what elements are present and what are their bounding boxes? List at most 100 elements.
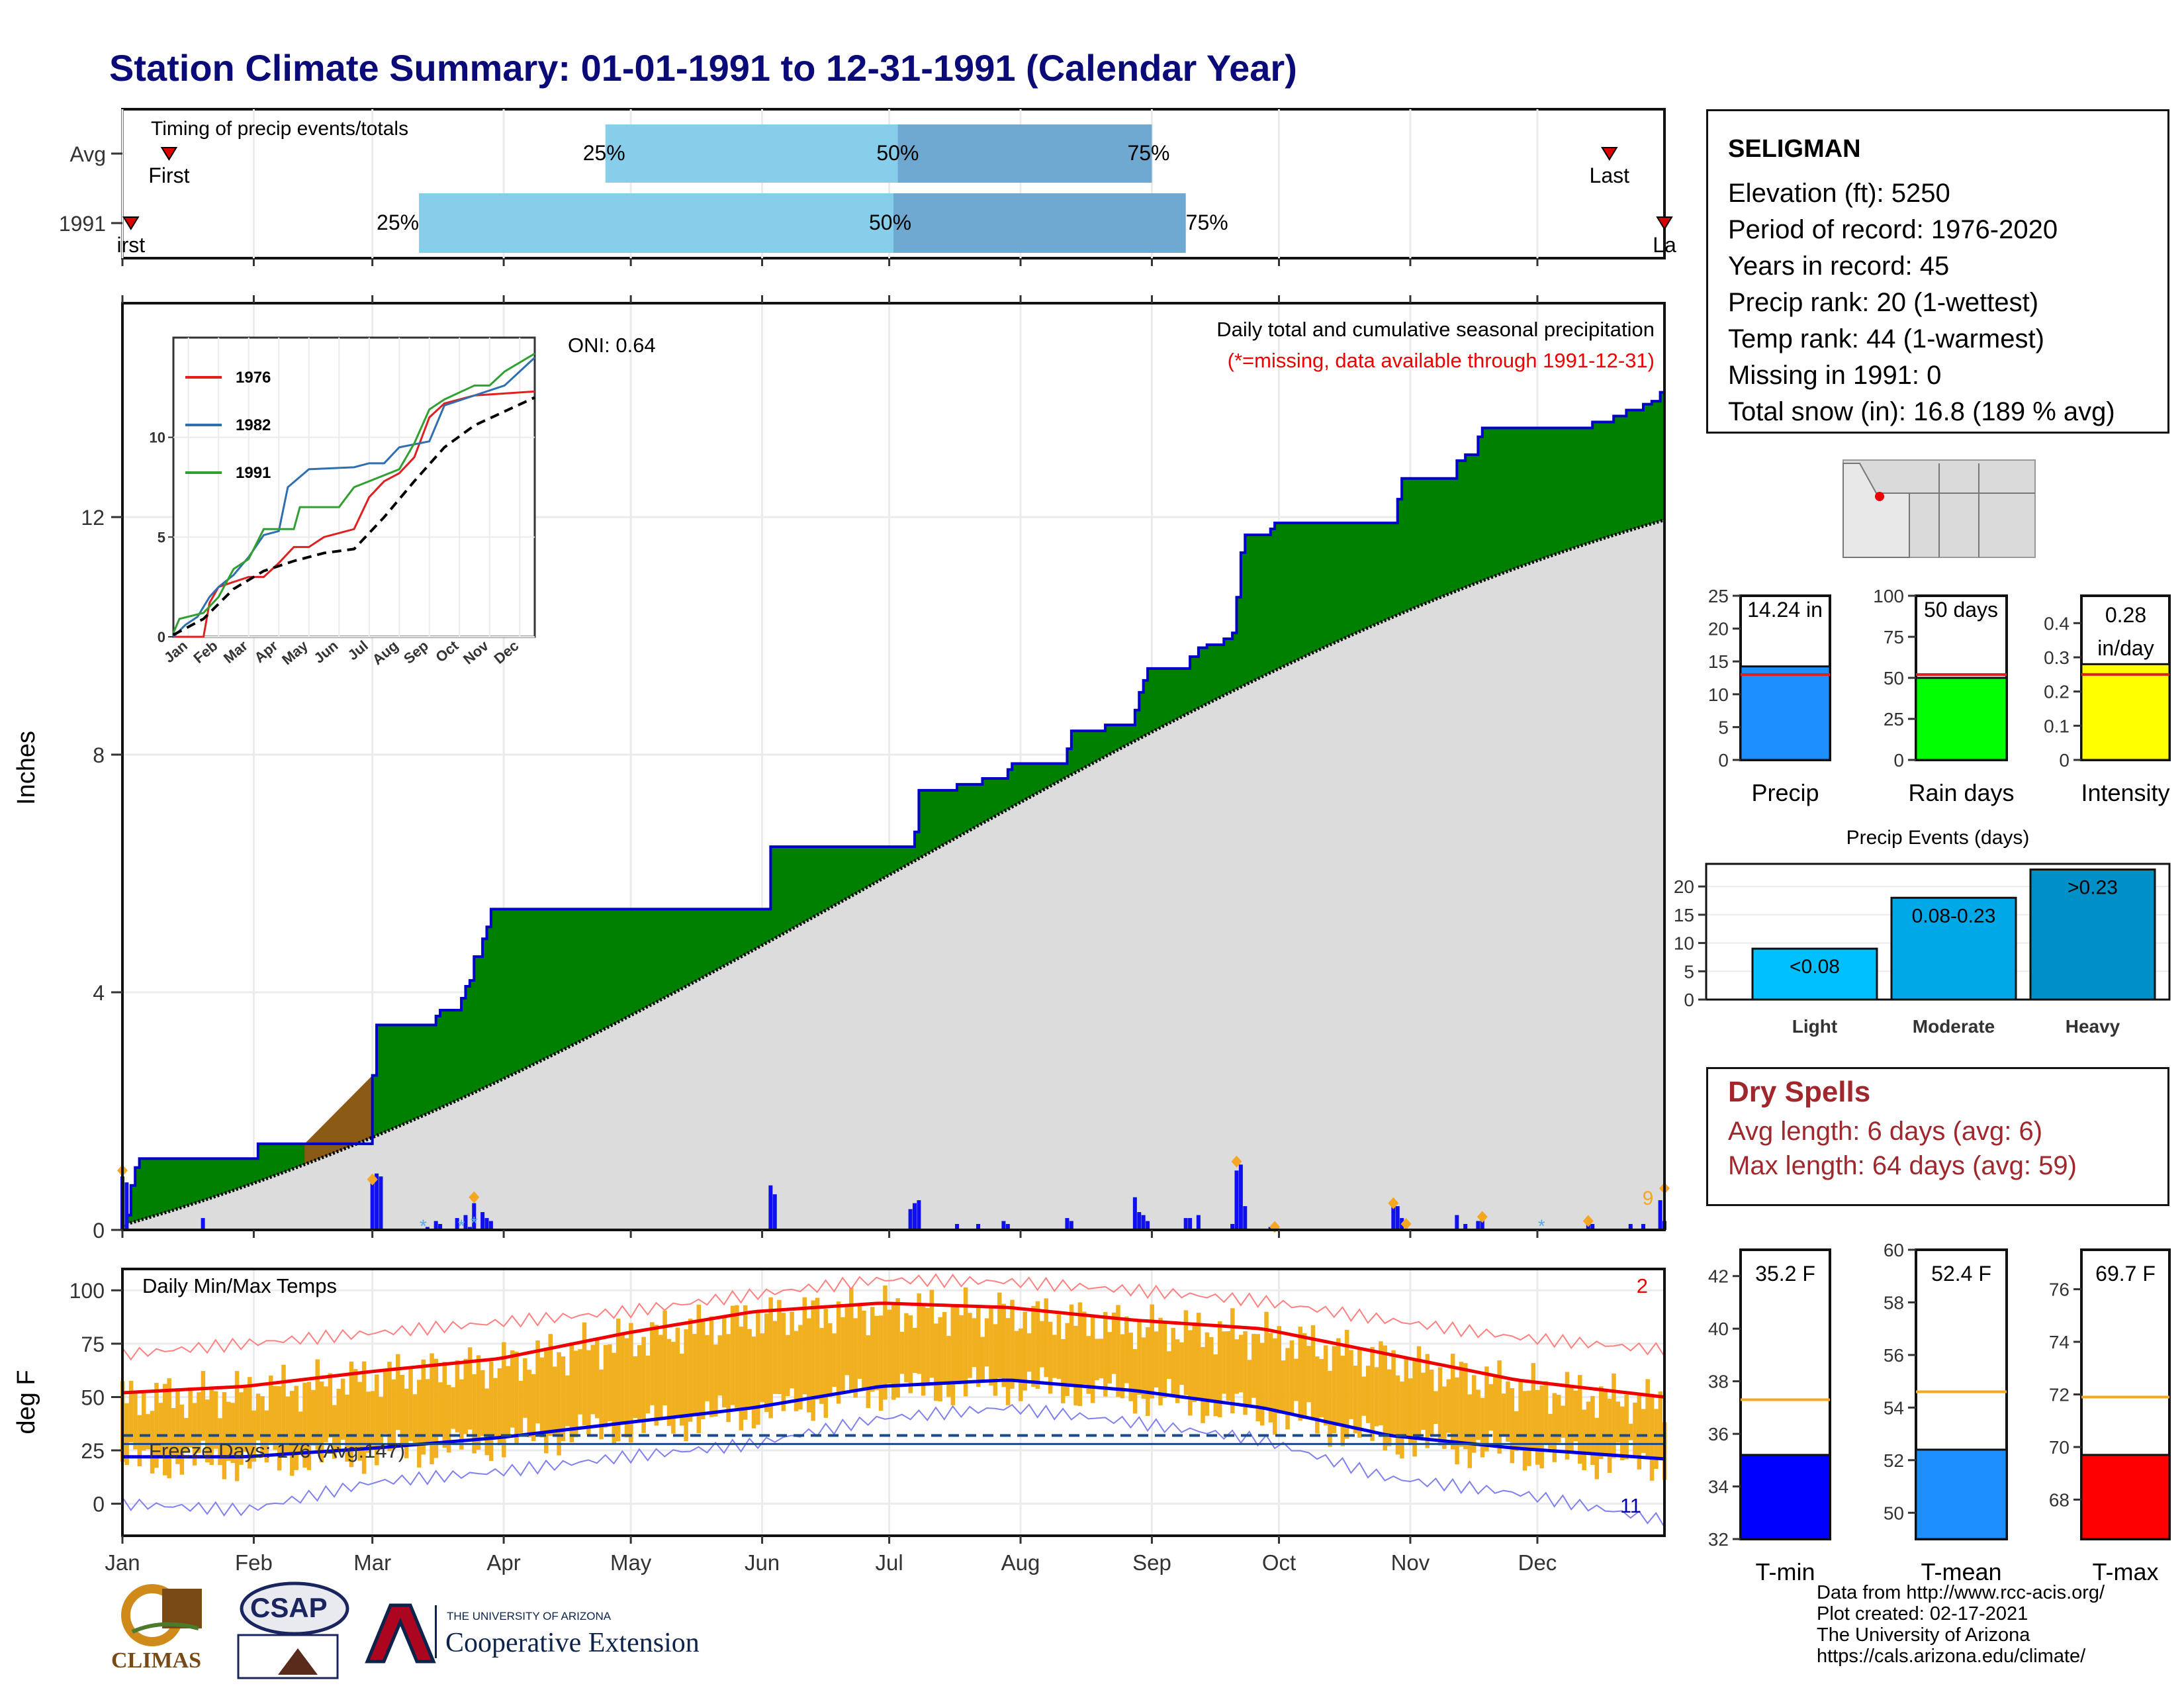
daily-temp-bar [904, 1313, 909, 1383]
temp-summary-0-tick: 34 [1708, 1477, 1729, 1497]
daily-precip-bar [1641, 1224, 1645, 1230]
daily-temp-bar [692, 1334, 697, 1417]
daily-temp-bar [1302, 1333, 1307, 1419]
daily-temp-bar [1162, 1322, 1167, 1398]
snow-marker: * [458, 1216, 465, 1237]
daily-temp-bar [1598, 1386, 1604, 1460]
freeze-marker [1477, 1211, 1488, 1223]
daily-temp-bar [506, 1366, 510, 1436]
first-marker [160, 147, 178, 161]
daily-temp-bar [201, 1371, 206, 1441]
daily-precip-bar [467, 1227, 472, 1230]
temp-count-hot: 2 [1637, 1274, 1648, 1297]
daily-temp-bar [1370, 1346, 1375, 1441]
daily-temp-bar [1467, 1394, 1473, 1468]
timing-pct-label: 25% [583, 141, 625, 165]
daily-temp-bar [1065, 1323, 1069, 1396]
station-info-panel: SELIGMAN Elevation (ft): 5250 Period of … [1706, 109, 2169, 434]
daily-temp-bar [1492, 1374, 1498, 1445]
daily-temp-bar [493, 1378, 498, 1440]
station-location-marker [1875, 492, 1884, 501]
daily-temp-bar [1590, 1395, 1595, 1465]
daily-temp-bar [1471, 1375, 1477, 1453]
daily-temp-bar [391, 1379, 396, 1450]
snow-marker: * [471, 1213, 478, 1233]
daily-temp-bar [328, 1373, 333, 1438]
rain-days-bar [1915, 677, 2008, 761]
daily-temp-bar [938, 1317, 942, 1402]
daily-temp-bar [459, 1379, 464, 1450]
freeze-marker [1388, 1197, 1399, 1209]
precip-count-label: 9 [1643, 1188, 1654, 1209]
x-tick-label: May [610, 1550, 652, 1575]
daily-temp-bar [1141, 1337, 1146, 1399]
daily-temp-bar [1476, 1389, 1480, 1440]
daily-temp-bar [1146, 1327, 1150, 1417]
daily-temp-bar [408, 1368, 413, 1441]
timing-bar-50-75 [897, 124, 1152, 183]
daily-temp-bar [213, 1391, 218, 1449]
daily-precip-bar [1230, 1224, 1235, 1230]
daily-temp-bar [1298, 1327, 1303, 1421]
daily-temp-bar [412, 1394, 418, 1446]
daily-temp-bar [1183, 1310, 1189, 1395]
daily-temp-bar [866, 1335, 871, 1409]
daily-precip-bar [480, 1212, 485, 1230]
daily-temp-bar [1095, 1338, 1099, 1380]
x-tick-label: Dec [1518, 1550, 1557, 1575]
temp-summary-2-tick: 68 [2049, 1489, 2070, 1510]
daily-temp-bar [806, 1318, 811, 1413]
daily-precip-bar [455, 1218, 459, 1230]
daily-temp-bar [934, 1323, 938, 1401]
daily-temp-bar [1488, 1383, 1494, 1431]
daily-temp-bar [1328, 1370, 1332, 1447]
y-tick-label: 50 [81, 1385, 105, 1409]
y-tick-label: 100 [69, 1279, 105, 1303]
daily-temp-bar [1374, 1367, 1379, 1427]
daily-temp-bar [1637, 1393, 1642, 1470]
daily-temp-bar [124, 1403, 129, 1466]
events-tick: 5 [1684, 961, 1694, 982]
events-frame [1705, 863, 2171, 1001]
daily-temp-bar [989, 1308, 993, 1385]
temp-summary-2-bar [2080, 1454, 2171, 1540]
daily-temp-bar [1026, 1333, 1032, 1372]
normal-max-line [122, 1301, 1665, 1399]
precip-total-tick: 25 [1708, 586, 1729, 606]
temp-summary-1-label: T-mean [1921, 1558, 2001, 1585]
daily-temp-bar [891, 1304, 896, 1400]
temp-summary-text: 35.2 F [1755, 1262, 1815, 1286]
x-tick-label: Oct [1262, 1550, 1296, 1575]
daily-temp-bar [539, 1357, 545, 1438]
first-marker [122, 216, 140, 230]
daily-temp-bar [1179, 1342, 1184, 1385]
events-tick: 10 [1674, 933, 1694, 954]
daily-temp-bar [488, 1361, 494, 1461]
locator-map [1843, 459, 2036, 558]
daily-temp-bar [942, 1312, 947, 1383]
daily-temp-bar [790, 1311, 794, 1389]
daily-temp-bar [717, 1335, 723, 1396]
daily-temp-bar [158, 1403, 163, 1456]
inset-y-tick: 0 [158, 629, 165, 645]
first-label: irst [116, 233, 145, 257]
daily-temp-bar [1234, 1339, 1239, 1394]
daily-temp-bar [349, 1361, 354, 1468]
daily-precip-bar [955, 1224, 960, 1230]
daily-precip-bar [1658, 1200, 1662, 1230]
daily-temp-bar [273, 1385, 277, 1450]
daily-temp-bar [772, 1321, 778, 1394]
timing-row-label: 1991 [59, 212, 106, 236]
cumulative-1991-line [122, 384, 1666, 1231]
intensity-label: Intensity [2081, 779, 2169, 806]
daily-precip-bar [768, 1185, 773, 1230]
daily-temp-bar [895, 1298, 900, 1398]
y-tick-label: 75 [81, 1333, 105, 1356]
freeze-marker [367, 1173, 378, 1186]
daily-temp-bar [1510, 1387, 1515, 1464]
daily-precip-bar [908, 1209, 913, 1230]
csap-logo: CSAP [232, 1579, 351, 1685]
rain-days-tick: 50 [1884, 668, 1904, 688]
events-tick: 15 [1674, 905, 1694, 925]
daily-temp-bar [599, 1369, 604, 1440]
